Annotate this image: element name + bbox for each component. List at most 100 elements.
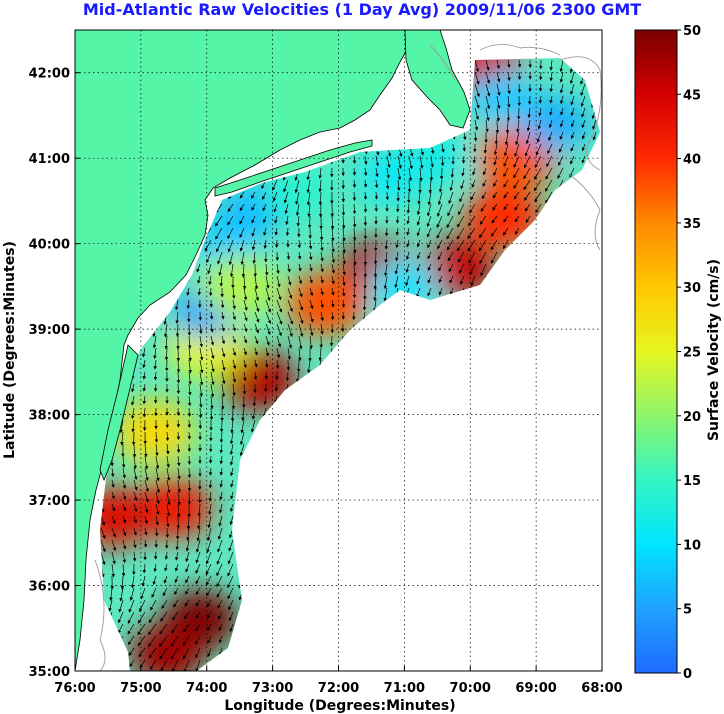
current-vector	[265, 299, 272, 313]
current-vector	[199, 323, 203, 335]
current-vector	[319, 227, 324, 241]
current-vector	[330, 311, 335, 321]
current-vector	[581, 119, 586, 129]
current-vector	[473, 131, 478, 142]
current-vector	[177, 455, 181, 467]
colorbar-tick-label: 30	[683, 281, 701, 296]
current-vector	[394, 263, 399, 275]
current-vector	[274, 227, 279, 236]
current-vector	[287, 287, 293, 299]
current-vector	[272, 191, 278, 202]
current-vector	[298, 311, 304, 324]
current-vector	[265, 323, 271, 335]
current-vector	[478, 239, 487, 252]
current-vector	[330, 215, 335, 230]
current-vector	[287, 323, 293, 338]
current-vector	[524, 143, 531, 157]
current-vector	[220, 299, 225, 309]
current-vector	[239, 239, 245, 252]
current-vector	[426, 203, 432, 217]
current-vector	[485, 107, 490, 122]
current-vector	[342, 263, 346, 276]
current-vector	[307, 359, 311, 374]
current-vector	[341, 287, 346, 297]
current-vector	[177, 479, 181, 493]
current-vector	[373, 287, 377, 302]
current-vector	[375, 155, 380, 167]
current-vector	[426, 215, 432, 228]
current-vector	[199, 371, 204, 386]
current-vector	[297, 251, 302, 260]
current-vector	[308, 239, 313, 250]
current-vector	[331, 227, 335, 242]
current-vector	[592, 119, 597, 130]
current-vector	[186, 287, 190, 296]
current-vector	[450, 167, 455, 178]
current-vector	[254, 323, 259, 334]
current-vector	[133, 479, 138, 491]
current-vector	[494, 131, 499, 145]
current-vector	[265, 287, 271, 302]
current-vector	[513, 191, 520, 200]
current-vector	[480, 203, 487, 212]
current-vector	[331, 263, 335, 274]
current-vector	[174, 299, 179, 311]
current-vector	[525, 131, 531, 145]
x-tick-label: 73:00	[252, 681, 293, 696]
current-vector	[251, 191, 256, 199]
current-vector	[436, 203, 443, 217]
current-vector	[408, 167, 413, 182]
current-vector	[474, 59, 479, 73]
current-vector	[111, 467, 115, 478]
current-vector	[177, 467, 181, 480]
x-tick-label: 75:00	[120, 681, 161, 696]
current-vector	[480, 263, 487, 277]
current-vector	[309, 263, 313, 272]
current-vector	[232, 299, 236, 310]
current-vector	[152, 335, 157, 349]
current-vector	[227, 239, 234, 253]
current-vector	[485, 119, 489, 133]
colorbar-tick-label: 25	[683, 346, 701, 361]
current-vector	[309, 299, 314, 310]
current-vector	[416, 227, 421, 237]
current-vector	[507, 83, 511, 95]
current-vector	[472, 167, 476, 176]
current-vector	[287, 347, 292, 360]
current-vector	[265, 275, 270, 289]
colorbar-gradient	[634, 29, 678, 674]
current-vector	[470, 191, 476, 201]
current-vector	[548, 131, 553, 142]
current-vector	[461, 167, 465, 177]
current-vector	[218, 263, 223, 276]
current-vector	[385, 191, 390, 201]
current-vector	[342, 251, 346, 265]
current-vector	[232, 311, 236, 321]
current-vector	[570, 107, 575, 117]
current-vector	[298, 287, 303, 298]
current-vector	[373, 275, 377, 290]
current-vector	[472, 155, 477, 164]
current-vector	[232, 359, 237, 370]
current-vector	[570, 143, 575, 152]
current-vector	[221, 383, 226, 398]
current-vector	[503, 143, 509, 157]
current-vector	[493, 155, 498, 166]
current-vector	[331, 239, 335, 253]
current-vector	[463, 131, 467, 141]
current-vector	[459, 191, 465, 203]
current-vector	[228, 251, 234, 266]
current-vector	[449, 179, 454, 192]
current-vector	[374, 179, 379, 189]
current-vector	[415, 287, 421, 298]
current-vector	[427, 275, 432, 284]
current-vector	[363, 227, 368, 240]
current-vector	[132, 443, 137, 458]
current-vector	[187, 431, 192, 440]
current-vector	[482, 167, 487, 176]
current-vector	[440, 155, 445, 167]
current-vector	[276, 347, 281, 359]
current-vector	[242, 275, 247, 290]
y-tick-label: 36:00	[29, 580, 70, 595]
current-vector	[276, 311, 283, 325]
